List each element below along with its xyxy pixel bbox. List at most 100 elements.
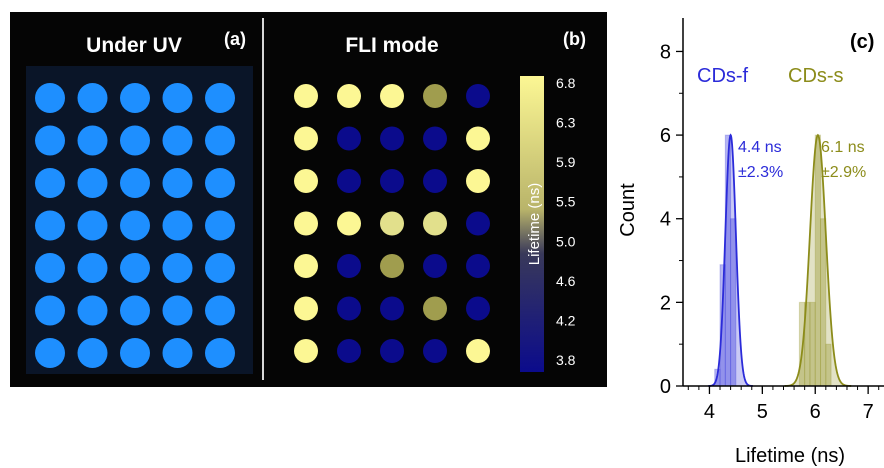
uv-well-r1-c1 xyxy=(35,83,65,113)
fli-well-r5-c4 xyxy=(423,254,447,278)
x-tick-label: 5 xyxy=(757,401,768,423)
panel-b-well-grid xyxy=(294,84,490,363)
fli-well-r5-c2 xyxy=(337,254,361,278)
panel-b-title: FLI mode xyxy=(345,34,438,57)
uv-well-r2-c3 xyxy=(120,125,150,156)
uv-well-r1-c3 xyxy=(120,83,150,113)
uv-well-r6-c2 xyxy=(77,295,108,326)
x-tick-label: 4 xyxy=(704,401,715,423)
colorbar-tick-label: 6.8 xyxy=(556,75,576,91)
fli-well-r2-c4 xyxy=(423,126,447,151)
fli-well-r5-c3 xyxy=(380,254,404,278)
uv-well-r7-c1 xyxy=(35,338,65,368)
lifetime-histogram-chart: 4 5 6 7 0 2 4 6 8 Lifetime (ns) Count (c) CDs-f CDs-s… xyxy=(617,18,884,467)
peak-spread-label: ±2.3% xyxy=(738,164,783,181)
uv-well-r3-c5 xyxy=(205,168,235,198)
panel-a-well-grid xyxy=(35,83,235,368)
fli-well-r7-c2 xyxy=(337,339,361,363)
fli-well-r1-c4 xyxy=(423,84,447,108)
fli-well-r1-c2 xyxy=(337,84,361,108)
uv-well-r4-c2 xyxy=(77,210,108,241)
fli-well-r7-c4 xyxy=(423,339,447,363)
colorbar-tick-label: 3.8 xyxy=(556,352,576,368)
uv-well-r2-c1 xyxy=(35,125,65,156)
fli-well-r4-c5 xyxy=(466,211,490,236)
fli-well-r4-c4 xyxy=(423,211,447,236)
uv-well-r2-c5 xyxy=(205,125,235,156)
colorbar-tick-label: 4.2 xyxy=(556,312,576,328)
uv-well-r7-c5 xyxy=(205,338,235,368)
legend-cds-f: CDs-f xyxy=(697,65,749,87)
uv-well-r4-c5 xyxy=(205,210,235,241)
fit-curve-cds-f xyxy=(708,133,753,387)
uv-well-r5-c1 xyxy=(35,253,65,283)
fli-well-r3-c3 xyxy=(380,169,404,193)
panel-a-title: Under UV xyxy=(86,34,182,57)
uv-well-r1-c5 xyxy=(205,83,235,113)
x-tick-label: 6 xyxy=(810,401,821,423)
peak-value-label: 4.4 ns xyxy=(738,139,782,156)
colorbar-tick-label: 5.0 xyxy=(556,233,576,249)
peak-value-label: 6.1 ns xyxy=(821,139,865,156)
colorbar-label: Lifetime (ns) xyxy=(526,183,543,266)
fli-well-r7-c5 xyxy=(466,339,490,363)
uv-well-r5-c5 xyxy=(205,253,235,283)
fli-well-r3-c1 xyxy=(294,169,318,193)
colorbar-tick-label: 4.6 xyxy=(556,273,576,289)
uv-well-r5-c2 xyxy=(77,253,108,283)
x-tick-label: 7 xyxy=(863,401,874,423)
fli-well-r7-c3 xyxy=(380,339,404,363)
uv-well-r6-c4 xyxy=(162,295,193,326)
fli-well-r2-c3 xyxy=(380,126,404,151)
fli-well-r3-c2 xyxy=(337,169,361,193)
uv-well-r1-c4 xyxy=(162,83,193,113)
uv-well-r3-c2 xyxy=(77,168,108,198)
colorbar-tick-label: 6.3 xyxy=(556,115,576,131)
uv-well-r6-c5 xyxy=(205,295,235,326)
y-tick-label: 0 xyxy=(660,376,671,398)
x-axis-label: Lifetime (ns) xyxy=(735,445,845,467)
fli-well-r6-c4 xyxy=(423,296,447,321)
colorbar-tick-label: 5.5 xyxy=(556,194,576,210)
uv-well-r2-c2 xyxy=(77,125,108,156)
y-tick-label: 4 xyxy=(660,209,671,231)
legend-cds-s: CDs-s xyxy=(788,65,844,87)
y-tick-label: 8 xyxy=(660,41,671,63)
fli-well-r1-c5 xyxy=(466,84,490,108)
panel-a-tag: (a) xyxy=(224,29,246,49)
fli-well-r4-c1 xyxy=(294,211,318,236)
uv-well-r3-c1 xyxy=(35,168,65,198)
panel-b-tag: (b) xyxy=(563,29,586,49)
peak-spread-label: ±2.9% xyxy=(821,164,866,181)
uv-well-r6-c3 xyxy=(120,295,150,326)
fli-well-r1-c1 xyxy=(294,84,318,108)
colorbar-tick-label: 5.9 xyxy=(556,154,576,170)
uv-well-r6-c1 xyxy=(35,295,65,326)
fli-well-r5-c1 xyxy=(294,254,318,278)
uv-well-r4-c4 xyxy=(162,210,193,241)
fli-well-r7-c1 xyxy=(294,339,318,363)
fli-well-r6-c1 xyxy=(294,296,318,321)
uv-well-r5-c4 xyxy=(162,253,193,283)
uv-well-r4-c1 xyxy=(35,210,65,241)
fli-well-r4-c2 xyxy=(337,211,361,236)
uv-well-r3-c4 xyxy=(162,168,193,198)
fli-well-r2-c5 xyxy=(466,126,490,151)
fli-well-r2-c1 xyxy=(294,126,318,151)
fli-well-r3-c4 xyxy=(423,169,447,193)
y-tick-label: 6 xyxy=(660,125,671,147)
fli-well-r6-c3 xyxy=(380,296,404,321)
uv-well-r7-c2 xyxy=(77,338,108,368)
fli-well-r4-c3 xyxy=(380,211,404,236)
colorbar xyxy=(520,76,544,372)
uv-well-r4-c3 xyxy=(120,210,150,241)
fli-well-r5-c5 xyxy=(466,254,490,278)
y-tick-label: 2 xyxy=(660,292,671,314)
uv-well-r7-c3 xyxy=(120,338,150,368)
fli-well-r3-c5 xyxy=(466,169,490,193)
uv-well-r7-c4 xyxy=(162,338,193,368)
colorbar-tick-labels: 6.8 6.3 5.9 5.5 5.0 4.6 4.2 3.8 xyxy=(556,75,576,368)
panel-c-tag: (c) xyxy=(850,31,874,53)
fli-well-r1-c3 xyxy=(380,84,404,108)
